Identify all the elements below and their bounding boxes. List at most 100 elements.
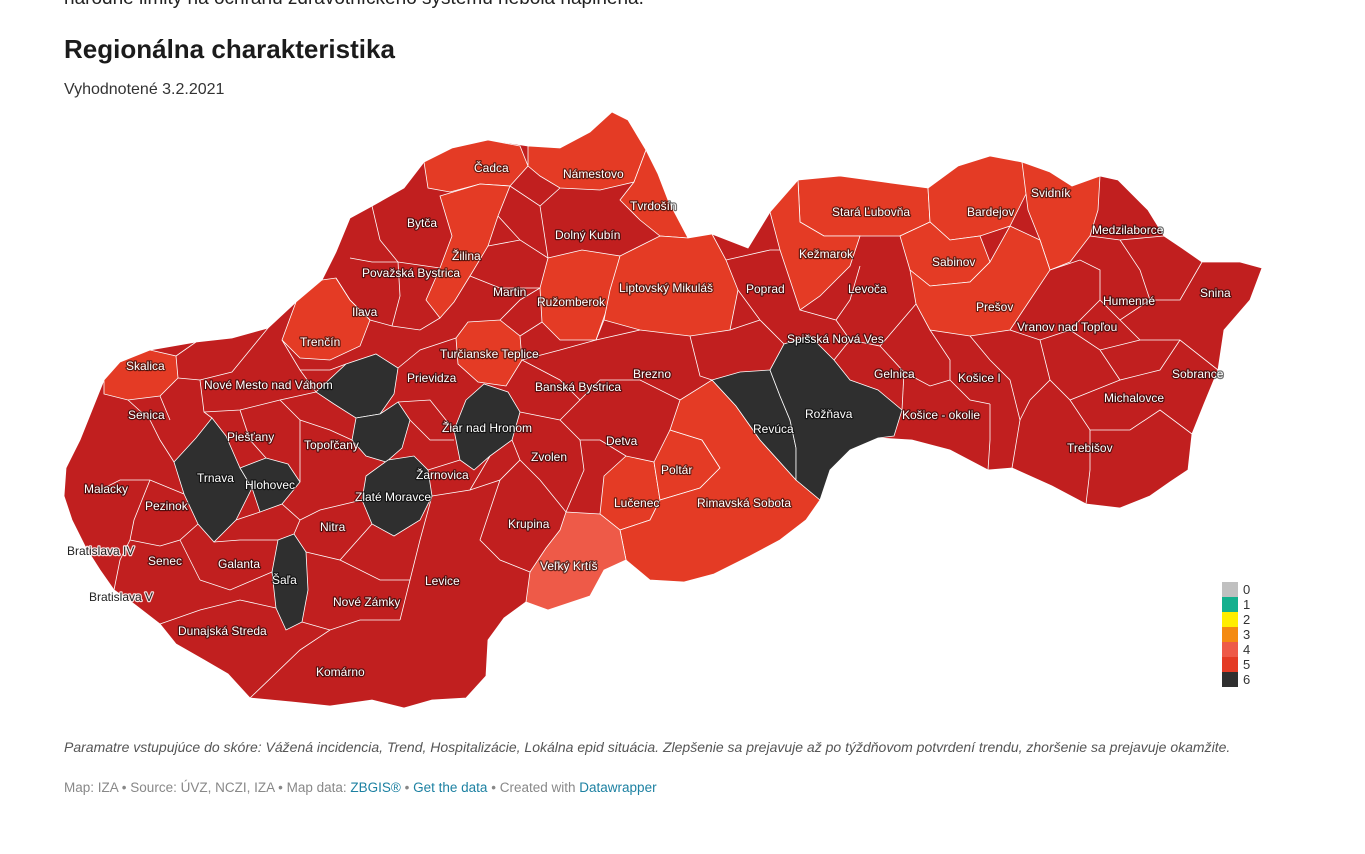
label-senec: Senec — [148, 554, 182, 568]
label-bratislava-iv: Bratislava IV — [67, 544, 134, 558]
label-vranov: Vranov nad Topľou — [1017, 320, 1117, 334]
legend-swatch — [1222, 627, 1238, 642]
label-senica: Senica — [128, 408, 165, 422]
map-title: Regionálna charakteristika — [64, 34, 395, 64]
label-medzilaborce: Medzilaborce — [1092, 223, 1164, 237]
label-spisska-nova-ves: Spišská Nová Ves — [787, 332, 884, 346]
district-area-cadca[interactable] — [423, 139, 529, 193]
legend-swatch — [1222, 642, 1238, 657]
label-michalovce: Michalovce — [1104, 391, 1164, 405]
district-area-zilina[interactable] — [425, 183, 511, 319]
legend-label: 3 — [1243, 627, 1251, 642]
district-area-hlohovec[interactable] — [239, 457, 301, 513]
district-area-zlate-moravce[interactable] — [361, 455, 433, 537]
map-subtitle: Vyhodnotené 3.2.2021 — [64, 81, 225, 98]
label-tvrdosin: Tvrdošín — [630, 199, 677, 213]
label-svidnik: Svidník — [1031, 186, 1071, 200]
label-turcianske-teplice: Turčianske Teplice — [440, 347, 539, 361]
district-area-turcianske-teplice[interactable] — [455, 319, 523, 387]
legend-item: 4 — [1222, 642, 1250, 657]
get-the-data-link[interactable]: Get the data — [413, 780, 488, 795]
district-area-kezmarok[interactable] — [769, 178, 861, 311]
label-zarnovica: Žarnovica — [416, 467, 469, 482]
legend-item: 2 — [1222, 612, 1250, 627]
label-presov: Prešov — [976, 300, 1013, 314]
district-boundaries — [99, 185, 1219, 699]
district-area-trencin[interactable] — [281, 277, 371, 361]
created-with-label: Created with — [499, 780, 576, 795]
label-sala: Šaľa — [272, 572, 297, 587]
label-hlohovec: Hlohovec — [245, 478, 295, 492]
label-piestany: Piešťany — [227, 430, 274, 444]
legend-item: 3 — [1222, 627, 1250, 642]
map-credit: Map: IZA — [64, 780, 119, 795]
separator: • — [121, 780, 127, 795]
legend-swatch — [1222, 582, 1238, 597]
label-kezmarok: Kežmarok — [799, 247, 854, 261]
label-banska-bystrica: Banská Bystrica — [535, 380, 621, 394]
label-brezno: Brezno — [633, 367, 671, 381]
label-nitra: Nitra — [320, 520, 346, 534]
label-dolny-kubin: Dolný Kubín — [555, 228, 620, 242]
label-humenne: Humenné — [1103, 294, 1155, 308]
label-kosice-okolie: Košice - okolie — [902, 408, 980, 422]
label-martin: Martin — [493, 285, 526, 299]
legend-label: 1 — [1243, 597, 1251, 612]
label-zvolen: Zvolen — [531, 450, 567, 464]
label-stara-lubovna: Stará Ľubovňa — [832, 205, 910, 219]
label-rimavska-sobota: Rimavská Sobota — [697, 496, 791, 510]
label-galanta: Galanta — [218, 557, 260, 571]
district-area-partizanske[interactable] — [351, 401, 411, 463]
label-ruzomberok: Ružomberok — [537, 295, 606, 309]
district-area-ziar[interactable] — [453, 383, 521, 471]
legend-swatch — [1222, 672, 1238, 687]
map-data-label: Map data: — [286, 780, 347, 795]
separator: • — [404, 780, 410, 795]
label-velky-krtis: Veľký Krtíš — [540, 559, 598, 573]
label-levice: Levice — [425, 574, 460, 588]
label-gelnica: Gelnica — [874, 367, 915, 381]
label-kosice-i: Košice I — [958, 371, 1001, 385]
district-labels: Čadca Námestovo Tvrdošín Bytča Dolný Kub… — [66, 159, 1232, 680]
label-zlate-moravce: Zlaté Moravce — [355, 490, 431, 504]
legend-item: 0 — [1222, 582, 1250, 597]
datawrapper-link[interactable]: Datawrapper — [579, 780, 657, 795]
label-cadca: Čadca — [474, 160, 509, 175]
label-sabinov: Sabinov — [932, 255, 975, 269]
district-area-roznava[interactable] — [769, 335, 903, 501]
previous-paragraph-text: národné limity na ochranu zdravotníckeho… — [64, 0, 644, 10]
separator: • — [491, 780, 496, 795]
district-area-velky-krtis[interactable] — [525, 511, 627, 611]
label-roznava: Rožňava — [805, 407, 853, 421]
zbgis-link[interactable]: ZBGIS® — [350, 780, 401, 795]
label-komarno: Komárno — [316, 665, 365, 679]
label-trencin: Trenčín — [300, 335, 340, 349]
district-area-prievidza-bojnice[interactable] — [315, 353, 399, 419]
label-nove-mesto: Nové Mesto nad Váhom — [204, 378, 333, 392]
map-notes: Paramatre vstupujúce do skóre: Vážená in… — [64, 739, 1231, 755]
legend-swatch — [1222, 597, 1238, 612]
label-dunajska-streda: Dunajská Streda — [178, 624, 267, 638]
label-poltar: Poltár — [661, 463, 692, 477]
label-revuca: Revúca — [753, 422, 794, 436]
label-skalica: Skalica — [126, 359, 165, 373]
label-sobrance: Sobrance — [1172, 367, 1224, 381]
source-line: Map: IZA • Source: ÚVZ, NCZI, IZA • Map … — [64, 780, 657, 795]
label-lucenec: Lučenec — [614, 496, 659, 510]
label-zilina: Žilina — [452, 248, 481, 263]
label-liptovsky-mikulas: Liptovský Mikuláš — [619, 281, 713, 295]
legend-item: 1 — [1222, 597, 1250, 612]
label-ziar: Žiar nad Hronom — [442, 420, 532, 435]
district-area-liptovsky-mikulas[interactable] — [603, 233, 739, 337]
legend-label: 5 — [1243, 657, 1251, 672]
legend-label: 2 — [1243, 612, 1251, 627]
label-pezinok: Pezinok — [145, 499, 189, 513]
label-prievidza: Prievidza — [407, 371, 457, 385]
label-bardejov: Bardejov — [967, 205, 1014, 219]
label-nove-zamky: Nové Zámky — [333, 595, 400, 609]
label-poprad: Poprad — [746, 282, 785, 296]
label-trnava: Trnava — [197, 471, 234, 485]
legend-item: 6 — [1222, 672, 1250, 687]
label-malacky: Malacky — [84, 482, 128, 496]
